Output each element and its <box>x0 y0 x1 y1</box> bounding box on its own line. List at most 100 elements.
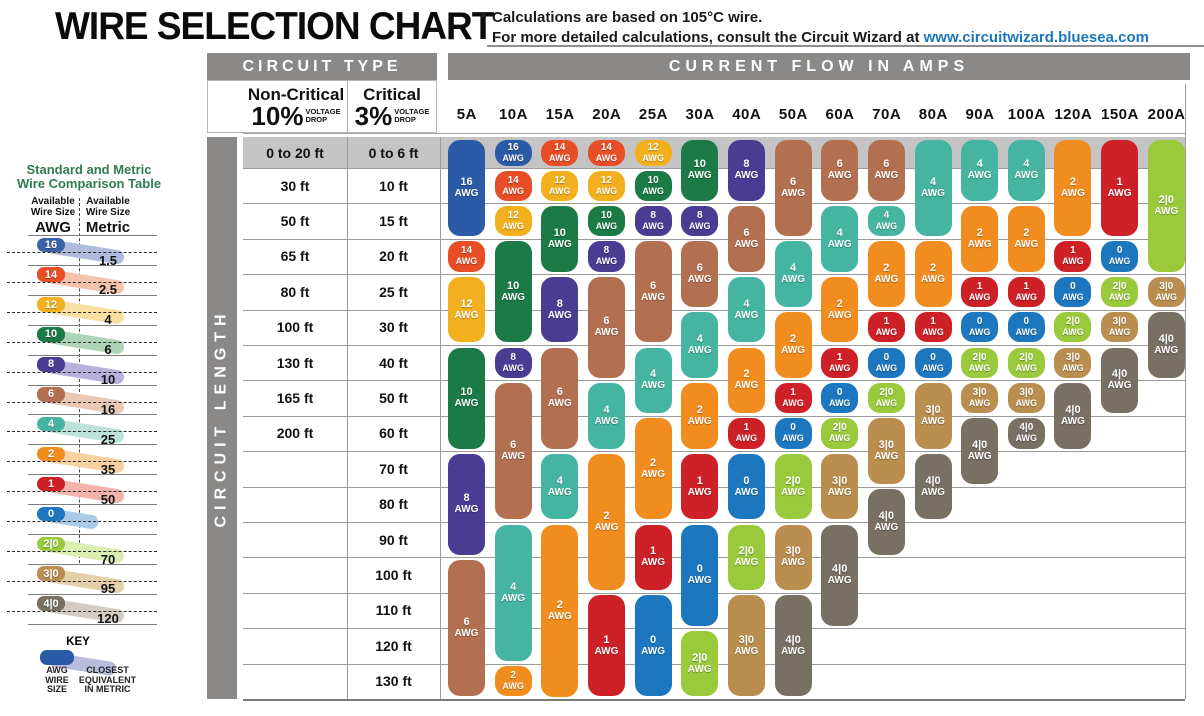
grid-row-line <box>243 522 1185 523</box>
awg-size-pill: 2|0 <box>37 536 65 551</box>
wire-pill: 3|0 AWG <box>867 418 905 485</box>
length-critical-cell: 10 ft <box>379 177 408 194</box>
awg-size-pill: 6 <box>37 387 65 402</box>
amp-column-header: 120A <box>1054 106 1093 123</box>
wire-pill: 0 AWG <box>867 347 905 378</box>
wire-pill: 4 AWG <box>1007 139 1045 201</box>
non-critical-label: Non-Critical <box>247 84 345 104</box>
length-noncritical-cell: 0 to 20 ft <box>266 144 324 161</box>
wire-pill: 1 AWG <box>681 453 719 520</box>
wire-pill: 12 AWG <box>448 276 485 343</box>
wire-pill: 3|0 AWG <box>774 524 812 591</box>
length-area-right-border <box>440 137 441 699</box>
comparison-row-divider <box>28 623 157 625</box>
comparison-dashed-line <box>7 491 157 493</box>
wire-pill: 3|0 AWG <box>1054 347 1092 378</box>
wire-pill: 2 AWG <box>914 241 952 308</box>
wire-pill: 2 AWG <box>494 666 532 697</box>
wire-pill: 2|0 AWG <box>727 524 765 591</box>
grid-bottom-line <box>243 699 1185 701</box>
header-bottom-line <box>243 132 1185 134</box>
comparison-dashed-line <box>7 401 157 403</box>
wire-pill: 2 AWG <box>541 524 579 697</box>
metric-size-value: 6 <box>104 342 112 358</box>
comparison-row-divider <box>28 444 157 446</box>
comparison-center-dashed-line <box>79 198 80 563</box>
amp-column-header: 90A <box>965 106 995 123</box>
wire-pill: 3|0 AWG <box>1101 312 1139 343</box>
wire-pill: 10 AWG <box>448 347 485 449</box>
wire-pill: 14 AWG <box>587 139 625 166</box>
wire-pill: 2 AWG <box>587 453 625 591</box>
header-box-divider <box>347 81 348 132</box>
wire-pill: 6 AWG <box>867 139 905 201</box>
comparison-row-divider <box>28 384 157 386</box>
comparison-dashed-line <box>7 431 157 433</box>
wire-pill: 3|0 AWG <box>1007 382 1045 414</box>
wire-pill: 4 AWG <box>681 312 719 378</box>
amp-column-header: 15A <box>545 106 575 123</box>
comparison-dashed-line <box>7 311 157 313</box>
wire-pill: 10 AWG <box>587 205 625 237</box>
key-awg-text: AWG WIRE SIZE <box>45 665 69 694</box>
metric-size-value: 120 <box>97 611 119 627</box>
wire-pill: 0 AWG <box>774 418 812 449</box>
metric-size-value: 35 <box>100 461 116 477</box>
awg-size-pill: 0 <box>37 506 65 522</box>
wire-pill: 1 AWG <box>1101 139 1139 237</box>
wire-pill: 2|0 AWG <box>681 630 719 697</box>
circuit-wizard-link[interactable]: www.circuitwizard.bluesea.com <box>923 29 1149 46</box>
wire-pill: 4 AWG <box>774 241 812 308</box>
circuit-type-header: CIRCUIT TYPE <box>207 53 437 80</box>
wire-pill: 1 AWG <box>587 595 625 697</box>
wire-pill: 2|0 AWG <box>961 347 999 378</box>
wire-pill: 0 AWG <box>821 382 859 414</box>
note-line-2: For more detailed calculations, consult … <box>492 28 1149 48</box>
key-title: KEY <box>66 636 90 648</box>
wire-pill: 4 AWG <box>821 205 859 272</box>
wire-pill: 2 AWG <box>867 241 905 308</box>
comparison-row-divider <box>28 504 157 506</box>
wire-pill: 1 AWG <box>961 276 999 308</box>
comparison-dashed-line <box>7 281 157 283</box>
wire-pill: 2 AWG <box>727 347 765 414</box>
comparison-dashed-line <box>7 551 157 552</box>
metric-size-value: 25 <box>100 431 116 447</box>
length-critical-cell: 25 ft <box>379 283 408 300</box>
wire-pill: 8 AWG <box>587 241 625 272</box>
length-critical-cell: 100 ft <box>375 567 412 584</box>
wire-pill: 0 AWG <box>914 347 952 378</box>
wire-pill: 4|0 AWG <box>1007 418 1045 449</box>
length-critical-cell: 130 ft <box>375 673 412 690</box>
length-noncritical-cell: 30 ft <box>280 177 310 194</box>
key-metric-text: CLOSEST EQUIVALENT IN METRIC <box>78 665 137 694</box>
amp-column-header: 100A <box>1007 106 1046 123</box>
length-noncritical-cell: 200 ft <box>276 425 314 442</box>
wire-pill: 4 AWG <box>961 139 999 201</box>
wire-pill: 4 AWG <box>634 347 672 414</box>
length-critical-cell: 15 ft <box>379 213 408 230</box>
wire-pill: 4 AWG <box>914 139 952 237</box>
wire-pill: 0 AWG <box>961 312 999 343</box>
wire-pill: 0 AWG <box>1007 312 1045 343</box>
wire-pill: 1 AWG <box>1007 276 1045 308</box>
grid-row-line <box>243 451 1185 453</box>
length-noncritical-cell: 80 ft <box>280 283 310 300</box>
comparison-row-divider <box>28 414 157 416</box>
comparison-row-divider <box>28 264 157 266</box>
length-critical-cell: 90 ft <box>379 531 408 548</box>
wire-pill: 12 AWG <box>541 170 579 201</box>
grid-row-line <box>243 309 1185 311</box>
amp-column-header: 25A <box>638 106 668 123</box>
amp-column-header: 40A <box>732 106 762 123</box>
wire-pill: 2|0 AWG <box>1101 276 1139 308</box>
comparison-dashed-line <box>7 461 157 463</box>
length-noncritical-cell: 65 ft <box>280 248 310 265</box>
key-awg-pill <box>40 650 74 665</box>
critical-percent: 3% <box>354 100 393 131</box>
wire-pill: 2|0 AWG <box>1147 139 1185 272</box>
length-noncritical-cell: 100 ft <box>276 319 314 336</box>
wire-pill: 6 AWG <box>448 559 485 697</box>
wire-pill: 1 AWG <box>1054 241 1092 272</box>
